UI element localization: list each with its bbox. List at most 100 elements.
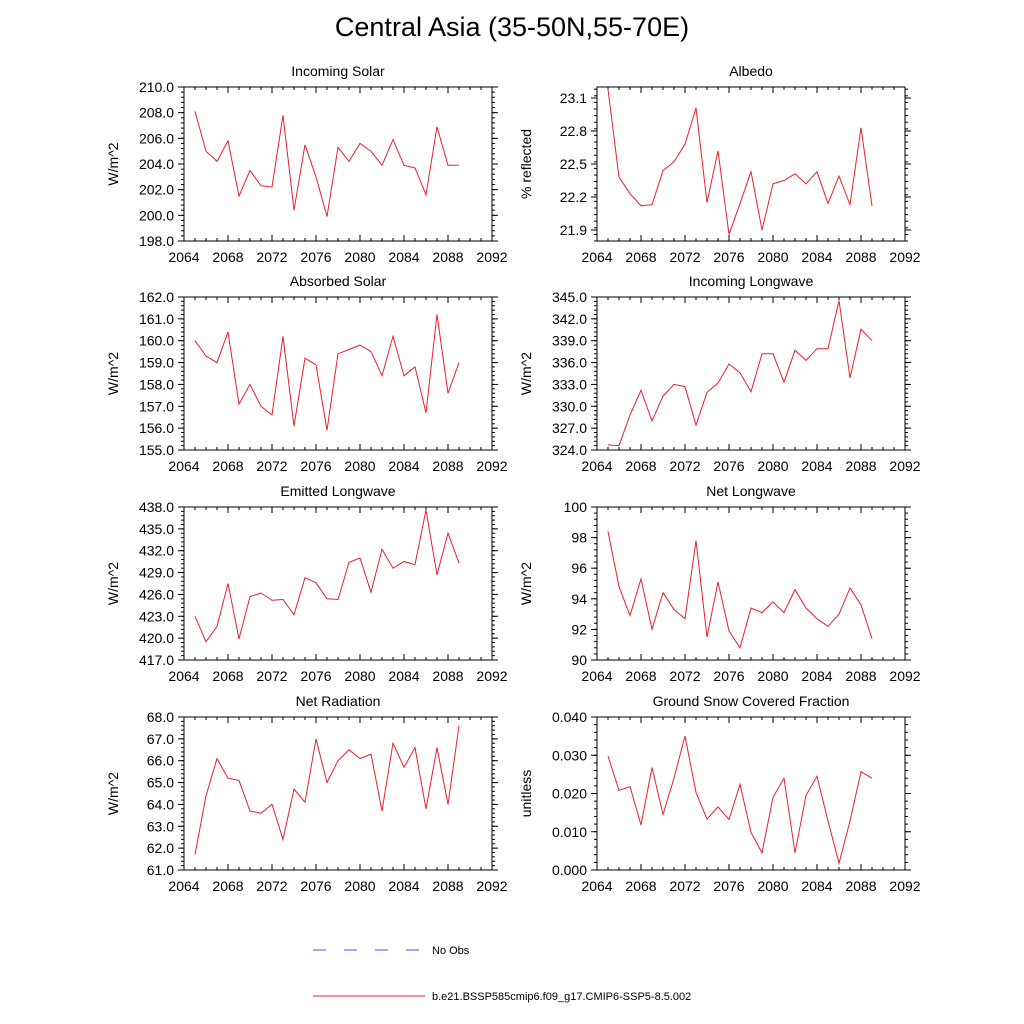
- x-tick-label: 2072: [669, 878, 700, 894]
- series-line: [607, 531, 873, 650]
- x-tick-label: 2084: [801, 249, 832, 265]
- y-tick-label: 98: [571, 530, 587, 546]
- y-tick-label: 204.0: [139, 156, 174, 172]
- y-tick-label: 438.0: [139, 499, 174, 515]
- x-tick-label: 2084: [388, 668, 419, 684]
- x-tick-label: 2064: [168, 249, 199, 265]
- y-tick-label: 336.0: [552, 355, 587, 371]
- y-tick-label: 159.0: [139, 355, 174, 371]
- x-tick-label: 2092: [476, 249, 507, 265]
- x-tick-label: 2068: [625, 878, 656, 894]
- legend-label-2: b.e21.BSSP585cmip6.f09_g17.CMIP6-SSP5-8.…: [432, 991, 691, 1003]
- x-tick-label: 2072: [669, 458, 700, 474]
- panel-incoming-solar: Incoming Solar W/m^2 2064 2068 2072 2076 2080 2…: [105, 63, 508, 265]
- y-tick-label: 0.040: [552, 709, 587, 725]
- y-tick-label: 0.010: [552, 824, 587, 840]
- y-tick-label: 330.0: [552, 398, 587, 414]
- panel-net-longwave: Net Longwave W/m^2 2064 2068 2072 2076 2080 208…: [518, 483, 921, 684]
- panels-group: Incoming Solar W/m^2 2064 2068 2072 2076 2080 2…: [105, 63, 921, 894]
- y-tick-label: 157.0: [139, 398, 174, 414]
- x-tick-label: 2068: [212, 668, 243, 684]
- x-tick-label: 2068: [212, 458, 243, 474]
- x-tick-label: 2068: [625, 458, 656, 474]
- y-tick-label: 208.0: [139, 105, 174, 121]
- x-tick-label: 2064: [581, 458, 612, 474]
- x-tick-label: 2080: [757, 878, 788, 894]
- y-tick-label: 417.0: [139, 652, 174, 668]
- y-tick-label: 162.0: [139, 289, 174, 305]
- y-tick-label: 435.0: [139, 521, 174, 537]
- x-tick-label: 2076: [713, 878, 744, 894]
- x-tick-label: 2068: [212, 878, 243, 894]
- x-tick-label: 2080: [344, 249, 375, 265]
- plot-frame: [596, 86, 906, 242]
- x-tick-label: 2080: [344, 458, 375, 474]
- y-axis-label: W/m^2: [518, 352, 534, 395]
- plot-frame: [596, 506, 906, 661]
- panel-net-radiation: Net Radiation W/m^2 2064 2068 2072 2076 2080 20…: [105, 693, 508, 894]
- x-tick-label: 2092: [476, 458, 507, 474]
- y-axis-label: W/m^2: [518, 562, 534, 605]
- series-line: [194, 314, 460, 431]
- x-tick-label: 2084: [388, 458, 419, 474]
- series-line: [607, 735, 873, 866]
- x-tick-label: 2084: [388, 249, 419, 265]
- y-tick-label: 200.0: [139, 207, 174, 223]
- y-tick-label: 426.0: [139, 586, 174, 602]
- panel-title: Absorbed Solar: [290, 273, 387, 289]
- x-tick-label: 2092: [889, 249, 920, 265]
- x-tick-label: 2080: [757, 458, 788, 474]
- y-axis-label: W/m^2: [105, 142, 121, 185]
- x-tick-label: 2088: [432, 878, 463, 894]
- panel-ground-snow-covered-fraction: Ground Snow Covered Fraction unitless 2064…: [518, 693, 921, 894]
- series-line: [194, 509, 460, 643]
- y-tick-label: 161.0: [139, 311, 174, 327]
- x-tick-label: 2068: [625, 668, 656, 684]
- y-tick-label: 0.020: [552, 786, 587, 802]
- y-tick-label: 156.0: [139, 420, 174, 436]
- x-tick-label: 2076: [713, 249, 744, 265]
- y-tick-label: 94: [571, 591, 587, 607]
- x-tick-label: 2092: [889, 458, 920, 474]
- panel-title: Ground Snow Covered Fraction: [653, 693, 850, 709]
- y-tick-label: 342.0: [552, 311, 587, 327]
- y-tick-label: 345.0: [552, 289, 587, 305]
- x-tick-label: 2092: [476, 668, 507, 684]
- plot-frame: [596, 716, 906, 871]
- x-tick-label: 2084: [801, 878, 832, 894]
- x-tick-label: 2072: [669, 668, 700, 684]
- y-tick-label: 432.0: [139, 543, 174, 559]
- x-tick-label: 2076: [713, 668, 744, 684]
- y-tick-label: 202.0: [139, 182, 174, 198]
- x-tick-label: 2088: [432, 458, 463, 474]
- x-tick-label: 2088: [845, 458, 876, 474]
- y-tick-label: 22.8: [560, 123, 587, 139]
- x-tick-label: 2076: [300, 458, 331, 474]
- y-tick-label: 339.0: [552, 333, 587, 349]
- y-tick-label: 21.9: [560, 222, 587, 238]
- plot-frame: [596, 296, 906, 451]
- x-tick-label: 2072: [256, 249, 287, 265]
- y-tick-label: 324.0: [552, 442, 587, 458]
- x-tick-label: 2064: [581, 249, 612, 265]
- y-tick-label: 22.2: [560, 189, 587, 205]
- y-axis-label: unitless: [518, 770, 534, 817]
- x-tick-label: 2076: [300, 878, 331, 894]
- plot-frame: [183, 86, 493, 242]
- y-axis-label: % reflected: [518, 129, 534, 199]
- y-tick-label: 62.0: [147, 840, 174, 856]
- panel-albedo: Albedo % reflected 2064 2068 2072 2076 2080 208…: [518, 63, 921, 265]
- x-tick-label: 2076: [713, 458, 744, 474]
- x-tick-label: 2080: [757, 668, 788, 684]
- y-tick-label: 206.0: [139, 130, 174, 146]
- y-tick-label: 65.0: [147, 775, 174, 791]
- x-tick-label: 2072: [256, 458, 287, 474]
- x-tick-label: 2088: [432, 249, 463, 265]
- y-tick-label: 100: [564, 499, 588, 515]
- x-tick-label: 2076: [300, 668, 331, 684]
- plot-frame: [183, 506, 493, 661]
- y-tick-label: 429.0: [139, 565, 174, 581]
- page-title: Central Asia (35-50N,55-70E): [334, 12, 690, 42]
- y-axis-label: W/m^2: [105, 772, 121, 815]
- y-tick-label: 420.0: [139, 630, 174, 646]
